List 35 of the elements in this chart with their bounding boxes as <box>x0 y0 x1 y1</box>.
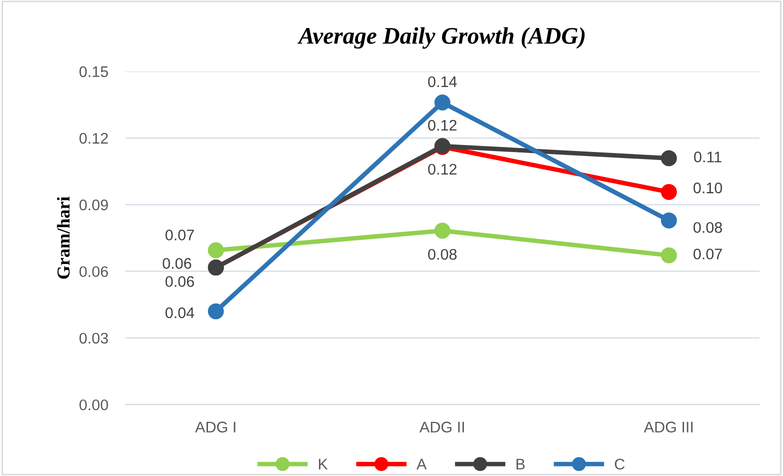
data-label: 0.12 <box>428 120 456 131</box>
legend-label: B <box>516 458 525 470</box>
data-label: 0.07 <box>694 248 722 260</box>
data-label: 0.08 <box>694 222 722 233</box>
x-tick-label: ADG I <box>195 422 236 432</box>
point <box>434 222 450 239</box>
legend-label: A <box>416 458 427 470</box>
point <box>208 303 224 320</box>
data-label: 0.04 <box>166 307 194 318</box>
chart-title: Average Daily Growth (ADG) <box>297 27 585 49</box>
point <box>208 242 224 258</box>
data-label: 0.07 <box>166 230 194 240</box>
point <box>660 184 677 200</box>
y-tick-label: 0.09 <box>79 200 108 210</box>
y-tick-label: 0.00 <box>79 399 108 410</box>
data-label: 0.08 <box>428 248 457 260</box>
data-label: 0.06 <box>162 258 192 269</box>
data-label: 0.10 <box>694 182 722 194</box>
point <box>660 150 677 166</box>
x-tick-label: ADG III <box>644 422 693 432</box>
point <box>660 247 677 264</box>
data-label: 0.11 <box>694 152 722 162</box>
point <box>660 212 677 228</box>
point <box>434 94 450 110</box>
y-tick-label: 0.15 <box>79 66 108 78</box>
data-label: 0.06 <box>166 276 194 287</box>
x-tick-label: ADG II <box>420 422 464 432</box>
data-label: 0.14 <box>428 76 457 88</box>
legend-label: K <box>318 458 328 470</box>
legend-label: C <box>614 458 625 470</box>
y-axis-title: Gram/hari <box>56 196 70 279</box>
y-tick-label: 0.12 <box>79 132 108 144</box>
data-label: 0.12 <box>428 164 456 175</box>
y-tick-label: 0.03 <box>79 332 108 344</box>
y-tick-label: 0.06 <box>79 266 108 278</box>
